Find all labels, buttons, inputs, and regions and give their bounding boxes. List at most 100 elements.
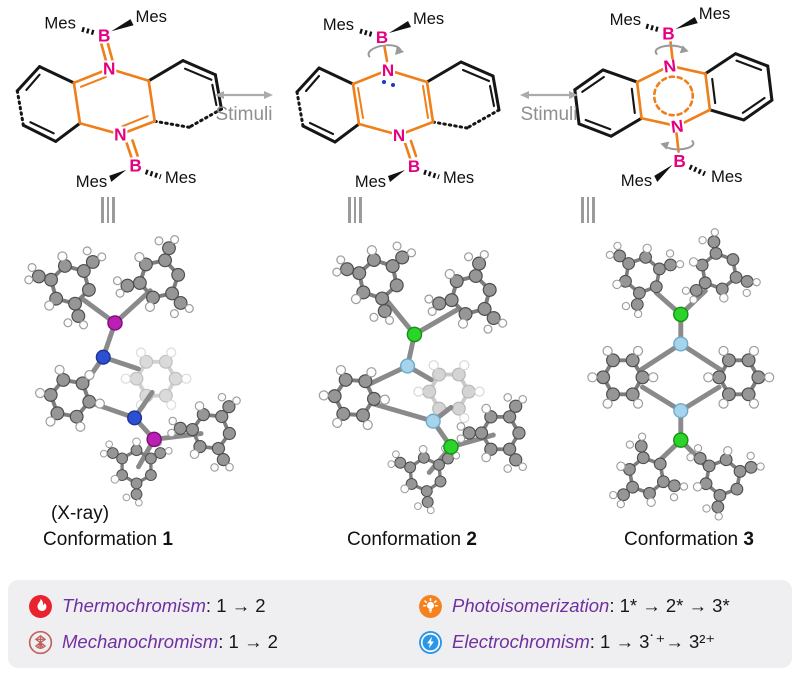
mes-label: Mes [621,171,653,190]
stimuli-right: Stimuli [515,88,583,126]
stimuli-left: Stimuli [210,88,278,126]
hashed-wedge-bond [359,28,375,38]
conformation-3-caption: Conformation 3 [589,529,789,551]
mes-label: Mes [76,172,107,191]
mes-label: Mes [323,16,354,34]
equivalence-mark [101,197,115,223]
mesityl-ring [16,233,107,331]
lone-pair-dot [391,83,395,87]
faded-benzo-ring [121,348,191,409]
legend-value: : 1* → 2* → 3* [609,595,730,616]
structure-1-central-ring [72,40,157,159]
mesityl-ring [416,248,508,347]
hashed-wedge-bond [688,164,706,177]
mes-label: Mes [699,4,731,23]
rotation-arrowhead [679,45,689,54]
conformation-2-model [278,226,546,504]
nitrogen-atom [399,358,416,374]
structure-3-left-benzo [573,68,644,138]
nitrogen-atom [673,403,689,419]
structure-1-right-benzo [147,59,223,129]
hashed-wedge-bond [423,169,440,180]
caption-text: Conformation [43,529,163,550]
boron-label: B [129,156,141,176]
mesityl-ring [106,233,194,328]
legend-label: Photoisomerization [452,595,610,616]
solid-wedge-bond [388,170,405,182]
solid-wedge-bond [111,19,134,32]
mes-label: Mes [711,167,743,186]
benzo-ring [704,346,774,408]
boron-atom [107,315,123,331]
faded-benzo-ring [414,361,484,423]
nitrogen-label: N [662,55,677,76]
nitrogen-label: N [670,115,685,136]
caption-number: 3 [743,529,754,550]
stimuli-label: Stimuli [520,104,578,125]
legend-label: Electrochromism [452,631,590,652]
mes-label: Mes [136,7,167,26]
double-arrow-icon [215,91,273,99]
conformation-1-caption: Conformation 1 [8,529,208,551]
equivalence-mark [348,197,362,223]
solid-wedge-bond [675,16,698,30]
structure-1-left-benzo [15,65,82,143]
benzo-ring [317,364,391,431]
structure-3-right-benzo [703,51,774,122]
structure-2-drawing: Mes Mes Mes Mes B N N B [295,9,501,193]
structure-3-central-ring [635,64,712,128]
stimuli-label: Stimuli [215,104,273,125]
mes-label: Mes [165,168,196,187]
flame-icon [28,594,53,619]
nitrogen-label: N [114,124,126,144]
hashed-wedge-bond [81,26,97,36]
double-arrow-icon [520,91,578,99]
boron-atom [673,432,689,448]
solid-wedge-bond [389,21,411,33]
mesityl-ring [86,417,174,508]
legend-label: Mechanochromism [62,631,219,652]
legend-value: : 1 → 2 [218,631,278,652]
legend-item-electrochromism: Electrochromism: 1 → 3˙⁺→ 3²⁺ [418,630,792,655]
boron-label: B [408,157,420,176]
rotation-arrowhead [395,46,404,55]
structure-2-central-ring [351,42,435,160]
structure-2-right-benzo [425,60,501,130]
lone-pair-dot [382,80,386,84]
caption-number: 2 [466,529,477,550]
benzo-ring [588,346,658,408]
legend-item-thermochromism: Thermochromism: 1 → 2 [28,594,402,619]
structure-1-drawing: Mes Mes Mes Mes B N N B [15,6,223,192]
solid-wedge-bond [654,164,673,182]
structure-3-drawing: N N Mes Mes Mes Mes B B [573,3,774,192]
xray-note: (X-ray) [50,503,110,524]
hashed-wedge-bond [645,23,662,33]
caption-text: Conformation [624,529,744,550]
nitrogen-atom [673,336,689,352]
mes-label: Mes [355,173,386,191]
mesityl-ring [322,226,417,327]
conformation-3-model [543,226,795,506]
nitrogen-label: N [382,61,394,80]
lightning-icon [418,630,443,655]
caption-number: 1 [162,529,173,550]
mes-label: Mes [610,10,642,29]
equivalence-mark [581,197,595,223]
boron-label: B [98,25,110,45]
hourglass-icon [28,630,53,655]
legend-value: : 1 → 2 [205,595,266,616]
hashed-wedge-bond [144,169,162,180]
boron-atom [443,439,459,455]
conformation-2-caption: Conformation 2 [312,529,512,551]
boron-atom [406,326,423,343]
mes-label: Mes [443,169,474,187]
nitrogen-atom [95,349,111,365]
benzo-ring [30,362,109,435]
mes-label: Mes [44,13,75,32]
boron-label: B [673,151,685,171]
mesityl-ring [164,388,241,473]
legend-item-mechanochromism: Mechanochromism: 1 → 2 [28,630,402,655]
bulb-icon [418,594,443,619]
caption-text: Conformation [347,529,467,550]
